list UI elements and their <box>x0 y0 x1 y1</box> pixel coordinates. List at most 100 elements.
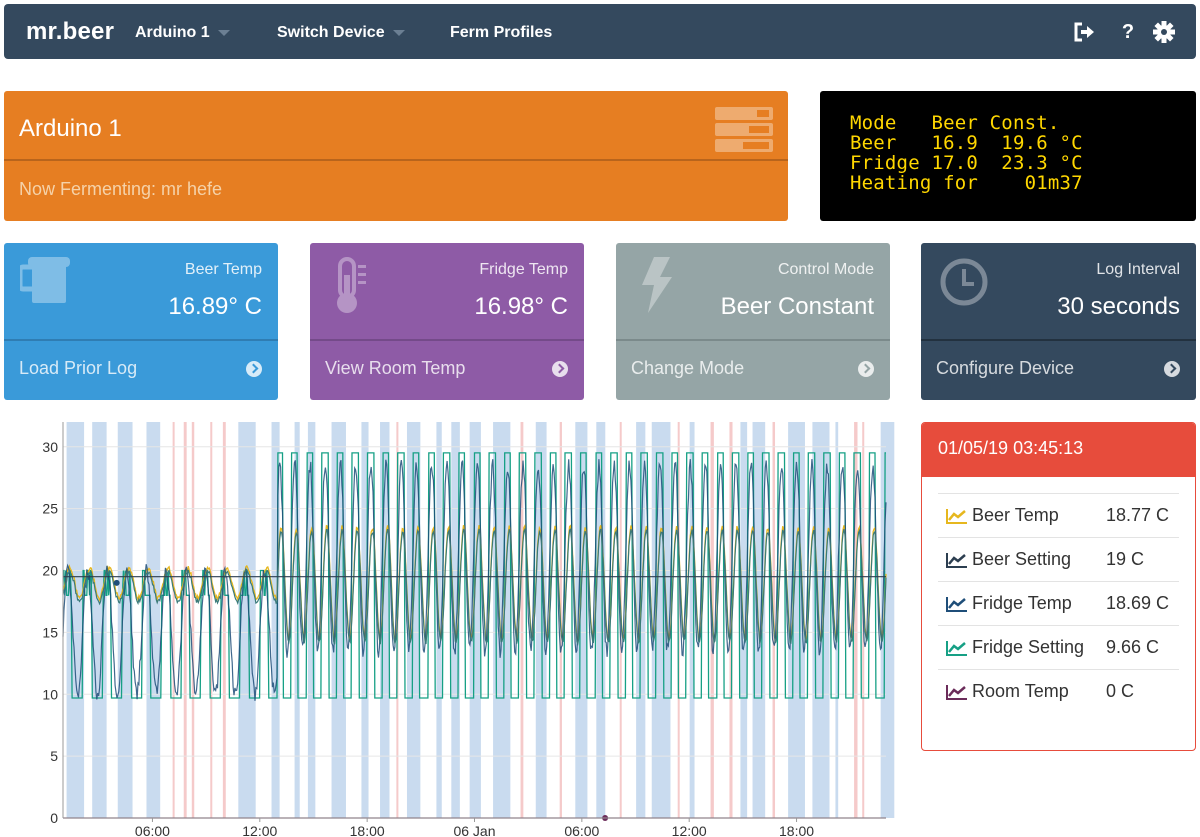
legend-name: Fridge Temp <box>972 593 1072 613</box>
brand-logo[interactable]: mr.beer <box>26 18 115 45</box>
nav-switch-device-label: Switch Device <box>277 24 385 41</box>
cooling-band <box>451 422 460 818</box>
lcd-line-4: Heating for 01m37 <box>850 172 1083 194</box>
line-chart-icon <box>946 640 968 661</box>
line-chart-icon <box>946 508 968 529</box>
heating-band <box>183 422 187 818</box>
x-tick-label: 18:00 <box>779 823 814 837</box>
gear-icon[interactable] <box>1152 20 1176 44</box>
legend-row-beer-temp[interactable]: Beer Temp 18.77 C <box>938 493 1179 537</box>
log-interval-value: 30 seconds <box>1057 293 1180 320</box>
lcd-line-3: Fridge 17.0 23.3 °C <box>850 152 1083 174</box>
lcd-line-2: Beer 16.9 19.6 °C <box>850 132 1083 154</box>
x-tick-label: 06:00 <box>564 823 599 837</box>
sign-out-icon[interactable] <box>1073 20 1097 44</box>
fridge-temp-value: 16.98° C <box>474 293 568 320</box>
fridge-temp-card: Fridge Temp 16.98° C View Room Temp <box>310 243 584 400</box>
heating-band <box>729 422 733 818</box>
cooling-band <box>271 422 280 818</box>
fridge-temp-label: Fridge Temp <box>479 261 568 278</box>
clock-icon <box>939 257 989 312</box>
log-interval-label: Log Interval <box>1096 261 1180 278</box>
nav-device-label: Arduino 1 <box>135 24 210 41</box>
legend-row-beer-setting[interactable]: Beer Setting 19 C <box>938 537 1179 581</box>
help-icon[interactable]: ? <box>1121 20 1135 43</box>
legend-row-room-temp[interactable]: Room Temp 0 C <box>938 669 1179 713</box>
chevron-down-icon <box>217 29 230 36</box>
x-tick-label: 12:00 <box>242 823 277 837</box>
thermometer-icon <box>332 257 368 320</box>
lcd-display: Mode Beer Const. Beer 16.9 19.6 °C Fridg… <box>820 91 1196 221</box>
heating-band <box>854 422 858 818</box>
fermenting-status: Now Fermenting: mr hefe <box>19 179 223 199</box>
series-fridge-setting <box>63 452 886 699</box>
data-point <box>113 579 120 586</box>
heating-band <box>222 422 226 818</box>
heating-band <box>210 422 213 818</box>
arrow-circle-right-icon[interactable] <box>858 361 874 377</box>
x-tick-label: 12:00 <box>672 823 707 837</box>
y-tick-label: 5 <box>50 748 58 764</box>
x-tick-label: 18:00 <box>350 823 385 837</box>
configure-device-link[interactable]: Configure Device <box>936 358 1075 378</box>
cooling-band <box>380 422 390 818</box>
legend-value: 18.77 C <box>1106 505 1170 525</box>
beer-temp-label: Beer Temp <box>184 261 262 278</box>
cooling-band <box>406 422 421 818</box>
nav-switch-device-dropdown[interactable]: Switch Device <box>277 24 405 42</box>
heating-band <box>172 422 175 818</box>
arrow-circle-right-icon[interactable] <box>552 361 568 377</box>
chart-legend-panel: 01/05/19 03:45:13 Beer Temp 18.77 C Beer… <box>921 422 1196 751</box>
series-fridge-temp <box>62 459 887 701</box>
legend-name: Beer Temp <box>972 505 1059 525</box>
legend-name: Room Temp <box>972 681 1069 701</box>
heating-band <box>520 422 524 818</box>
nav-ferm-profiles[interactable]: Ferm Profiles <box>450 24 553 41</box>
card-divider <box>4 339 278 341</box>
cooling-band <box>238 422 256 818</box>
y-tick-label: 0 <box>50 810 58 826</box>
cooling-band <box>331 422 346 818</box>
line-chart-icon <box>946 552 968 573</box>
change-mode-link[interactable]: Change Mode <box>631 358 745 378</box>
cooling-band <box>117 422 133 818</box>
chevron-down-icon <box>392 29 405 36</box>
server-icon <box>715 107 773 158</box>
cooling-band <box>146 422 161 818</box>
cooling-band <box>535 422 547 818</box>
device-name: Arduino 1 <box>19 115 122 142</box>
temperature-chart[interactable]: 0 5 10 15 20 25 30 06:00 12:00 18:00 06 Jan 06:00 12… <box>0 418 895 837</box>
view-room-temp-link[interactable]: View Room Temp <box>325 358 466 378</box>
legend-value: 9.66 C <box>1106 637 1160 657</box>
card-divider <box>921 339 1196 341</box>
legend-name: Fridge Setting <box>972 637 1085 657</box>
legend-name: Beer Setting <box>972 549 1072 569</box>
legend-value: 19 C <box>1106 549 1145 569</box>
beer-temp-card: Beer Temp 16.89° C Load Prior Log <box>4 243 278 400</box>
legend-value: 0 C <box>1106 681 1135 701</box>
legend-row-fridge-setting[interactable]: Fridge Setting 9.66 C <box>938 625 1179 669</box>
y-tick-label: 25 <box>42 501 58 517</box>
legend-row-fridge-temp[interactable]: Fridge Temp 18.69 C <box>938 581 1179 625</box>
beer-mug-icon <box>17 257 78 308</box>
card-divider <box>616 339 890 341</box>
cooling-band <box>788 422 805 818</box>
x-tick-label: 06:00 <box>135 823 170 837</box>
device-panel: Arduino 1 Now Fermenting: mr hefe <box>4 91 788 221</box>
load-prior-log-link[interactable]: Load Prior Log <box>19 358 138 378</box>
arrow-circle-right-icon[interactable] <box>1164 361 1180 377</box>
control-mode-value: Beer Constant <box>720 293 874 320</box>
card-divider <box>310 339 584 341</box>
cooling-band <box>307 422 316 818</box>
cooling-band <box>880 422 895 818</box>
y-tick-label: 10 <box>42 686 58 702</box>
nav-device-dropdown[interactable]: Arduino 1 <box>135 24 230 42</box>
arrow-circle-right-icon[interactable] <box>246 361 262 377</box>
cooling-band <box>596 422 606 818</box>
cooling-band <box>469 422 481 818</box>
control-mode-card: Control Mode Beer Constant Change Mode <box>616 243 890 400</box>
cooling-band <box>92 422 107 818</box>
log-interval-card: Log Interval 30 seconds Configure Device <box>921 243 1196 400</box>
series-beer-temp-shadow <box>62 527 887 647</box>
line-chart-icon <box>946 684 968 705</box>
